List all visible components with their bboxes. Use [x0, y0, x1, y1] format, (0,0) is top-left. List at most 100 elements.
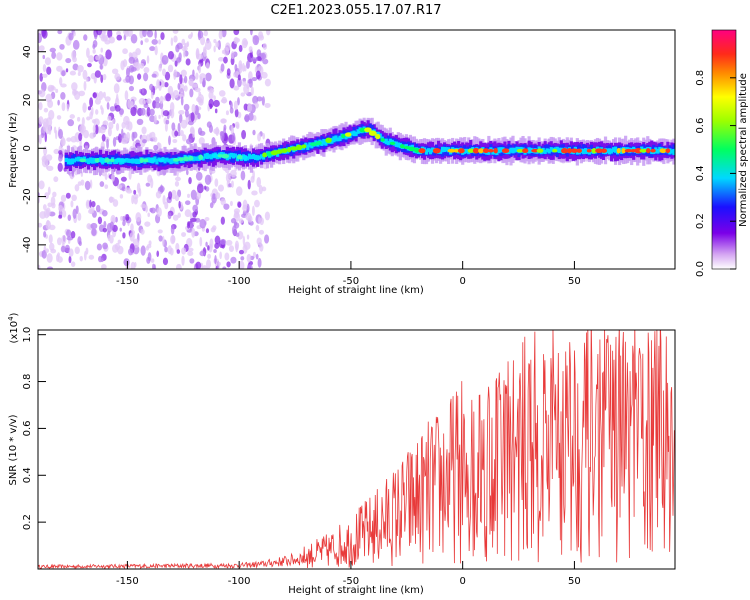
- noise-speckle: [250, 30, 253, 36]
- noise-speckle: [77, 65, 84, 73]
- noise-speckle: [202, 77, 206, 88]
- noise-speckle: [107, 234, 111, 242]
- ridge-cell: [672, 149, 675, 156]
- noise-speckle: [146, 55, 150, 64]
- noise-speckle: [127, 248, 134, 256]
- ridge-cell: [527, 147, 531, 154]
- ridge-cell: [322, 138, 326, 145]
- spectrogram-x-tick-label: -50: [343, 276, 359, 287]
- ridge-core: [211, 153, 220, 158]
- noise-speckle: [41, 30, 48, 39]
- noise-speckle: [156, 207, 162, 218]
- noise-speckle: [46, 253, 53, 263]
- noise-speckle: [246, 60, 250, 69]
- noise-speckle: [186, 221, 190, 229]
- noise-speckle: [98, 90, 104, 101]
- noise-speckle: [187, 247, 194, 252]
- noise-speckle: [161, 54, 169, 65]
- noise-speckle: [173, 35, 178, 43]
- noise-speckle: [170, 234, 176, 245]
- noise-speckle: [203, 30, 209, 37]
- ridge-core: [600, 148, 608, 153]
- noise-speckle: [177, 82, 181, 90]
- noise-speckle: [214, 254, 217, 265]
- noise-speckle: [242, 210, 247, 216]
- noise-speckle: [66, 236, 74, 241]
- ridge-core: [242, 154, 248, 161]
- noise-speckle: [246, 253, 252, 263]
- noise-speckle: [68, 32, 74, 41]
- ridge-core: [236, 155, 244, 160]
- ridge-cell: [153, 156, 157, 163]
- ridge-cell: [113, 159, 117, 165]
- ridge-cell: [356, 129, 360, 134]
- noise-speckle: [217, 261, 221, 266]
- noise-speckle: [238, 249, 244, 255]
- noise-speckle: [100, 257, 104, 263]
- noise-speckle: [169, 247, 174, 256]
- noise-speckle: [208, 98, 214, 108]
- noise-speckle: [228, 245, 235, 253]
- noise-speckle: [213, 38, 217, 44]
- ridge-cell: [201, 156, 205, 161]
- noise-speckle: [50, 196, 56, 206]
- noise-speckle: [88, 254, 95, 260]
- noise-speckle: [46, 165, 54, 172]
- noise-speckle: [71, 82, 78, 91]
- noise-speckle: [44, 192, 49, 199]
- ridge-core: [98, 157, 106, 164]
- noise-speckle: [222, 266, 227, 269]
- ridge-cell: [306, 144, 310, 150]
- ridge-cell: [497, 147, 501, 154]
- noise-speckle: [259, 243, 264, 252]
- noise-speckle: [38, 264, 41, 269]
- noise-speckle: [219, 238, 227, 245]
- noise-speckle: [70, 261, 76, 267]
- noise-speckle: [251, 190, 258, 196]
- noise-speckle: [118, 133, 122, 144]
- ridge-cell: [529, 147, 533, 153]
- noise-speckle: [133, 189, 137, 195]
- noise-speckle: [220, 63, 225, 72]
- ridge-core: [375, 133, 381, 140]
- noise-speckle: [167, 64, 174, 73]
- snr-x-tick-label: 50: [568, 576, 581, 587]
- noise-speckle: [121, 138, 128, 145]
- ridge-cell: [396, 142, 400, 148]
- noise-speckle: [57, 30, 63, 35]
- noise-speckle: [83, 80, 87, 91]
- ridge-cell: [125, 158, 129, 163]
- noise-speckle: [114, 73, 121, 81]
- noise-speckle: [167, 85, 174, 96]
- ridge-cell: [613, 146, 618, 153]
- noise-speckle: [247, 103, 253, 112]
- ridge-cell: [320, 140, 324, 147]
- noise-speckle: [44, 132, 47, 143]
- noise-speckle: [111, 68, 119, 75]
- ridge-cell: [384, 138, 388, 145]
- spectrogram-x-ticks: -150 -100 -50 0 50: [116, 261, 581, 287]
- noise-speckle: [200, 36, 206, 46]
- snr-x-label: Height of straight line (km): [288, 585, 424, 596]
- noise-speckle: [162, 194, 166, 205]
- noise-speckle: [197, 127, 203, 136]
- ridge-cell: [426, 148, 431, 153]
- noise-speckle: [254, 66, 258, 73]
- noise-speckle: [254, 199, 260, 208]
- noise-speckle: [90, 222, 98, 230]
- noise-speckle: [198, 63, 202, 74]
- noise-speckle: [194, 87, 201, 93]
- noise-speckle: [104, 184, 109, 189]
- noise-speckle: [209, 202, 214, 209]
- noise-speckle: [242, 62, 245, 72]
- noise-speckle: [165, 93, 172, 102]
- noise-speckle: [45, 248, 49, 253]
- ridge-core: [341, 134, 346, 138]
- ridge-cell: [251, 153, 256, 160]
- ridge-cell: [656, 148, 660, 154]
- spectrogram-y-tick-label: 40: [22, 45, 33, 58]
- noise-speckle: [89, 132, 96, 139]
- ridge-cell: [658, 146, 662, 153]
- noise-speckle: [175, 176, 181, 182]
- noise-speckle: [128, 85, 135, 92]
